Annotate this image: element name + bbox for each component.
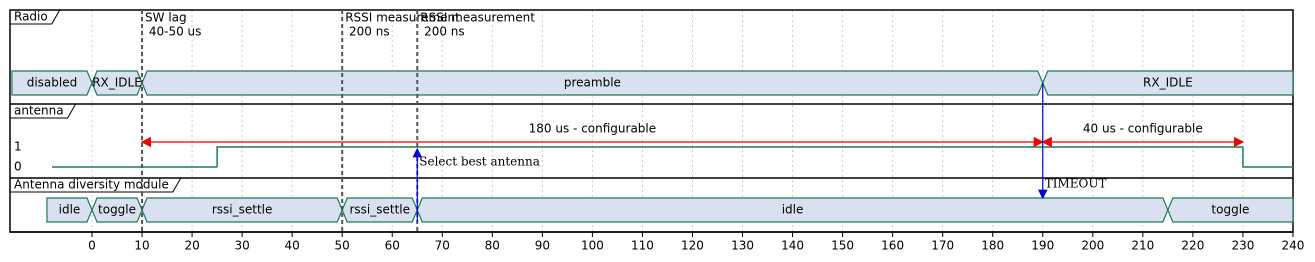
tick-label: 40 bbox=[285, 239, 300, 253]
span-label: 40 us - configurable bbox=[1083, 122, 1203, 136]
level-label: 1 bbox=[14, 140, 22, 154]
tick-label: 0 bbox=[88, 239, 96, 253]
tick-label: 90 bbox=[535, 239, 550, 253]
tick-label: 220 bbox=[1181, 239, 1204, 253]
marker-note: 200 ns bbox=[345, 25, 389, 39]
state-label: idle bbox=[782, 203, 804, 217]
lane-label: Radio bbox=[14, 10, 48, 24]
lane-tab bbox=[10, 9, 61, 25]
state bbox=[1167, 197, 1294, 223]
tick-label: 190 bbox=[1031, 239, 1054, 253]
lane-label: Antenna diversity module bbox=[14, 178, 169, 192]
message-label: Select best antenna bbox=[419, 155, 540, 169]
tick-label: 230 bbox=[1231, 239, 1254, 253]
marker-note: SW lag bbox=[145, 11, 187, 25]
tick-label: 100 bbox=[581, 239, 604, 253]
signal-step bbox=[1242, 147, 1293, 168]
state-label: toggle bbox=[1211, 203, 1249, 217]
state-label: disabled bbox=[27, 76, 78, 90]
tick-label: 20 bbox=[184, 239, 199, 253]
marker-note: RSSI measurement bbox=[345, 11, 460, 25]
tick-label: 60 bbox=[385, 239, 400, 253]
tick-label: 180 bbox=[981, 239, 1004, 253]
state-label: rssi_settle bbox=[349, 203, 410, 217]
tick-label: 50 bbox=[335, 239, 350, 253]
marker-note: 40-50 us bbox=[145, 25, 201, 39]
tick-label: 200 bbox=[1081, 239, 1104, 253]
message-label: TIMEOUT bbox=[1045, 177, 1107, 191]
state-label: rssi_settle bbox=[212, 203, 273, 217]
lane-label: antenna bbox=[14, 104, 64, 118]
marker-note: RSSI measurement bbox=[420, 11, 535, 25]
signal-step bbox=[216, 146, 1243, 167]
tick-label: 10 bbox=[134, 239, 149, 253]
tick-label: 110 bbox=[631, 239, 654, 253]
state bbox=[11, 70, 93, 96]
state-label: toggle bbox=[98, 203, 136, 217]
tick-label: 70 bbox=[435, 239, 450, 253]
state bbox=[46, 197, 93, 223]
lane-tab bbox=[10, 103, 77, 119]
tick-label: 140 bbox=[781, 239, 804, 253]
lane-tab bbox=[10, 177, 182, 193]
tick-label: 170 bbox=[931, 239, 954, 253]
tick-label: 80 bbox=[485, 239, 500, 253]
span-label: 180 us - configurable bbox=[529, 122, 656, 136]
tick-label: 160 bbox=[881, 239, 904, 253]
tick-label: 30 bbox=[234, 239, 249, 253]
tick-label: 120 bbox=[681, 239, 704, 253]
tick-label: 240 bbox=[1282, 239, 1305, 253]
state-label: RX_IDLE bbox=[92, 76, 142, 90]
state bbox=[1042, 70, 1294, 96]
state-label: RX_IDLE bbox=[1143, 76, 1193, 90]
tick-label: 210 bbox=[1131, 239, 1154, 253]
marker-note: 200 ns bbox=[420, 25, 464, 39]
state-label: idle bbox=[59, 203, 81, 217]
level-label: 0 bbox=[14, 160, 22, 174]
tick-label: 130 bbox=[731, 239, 754, 253]
tick-label: 150 bbox=[831, 239, 854, 253]
state-label: preamble bbox=[564, 76, 621, 90]
